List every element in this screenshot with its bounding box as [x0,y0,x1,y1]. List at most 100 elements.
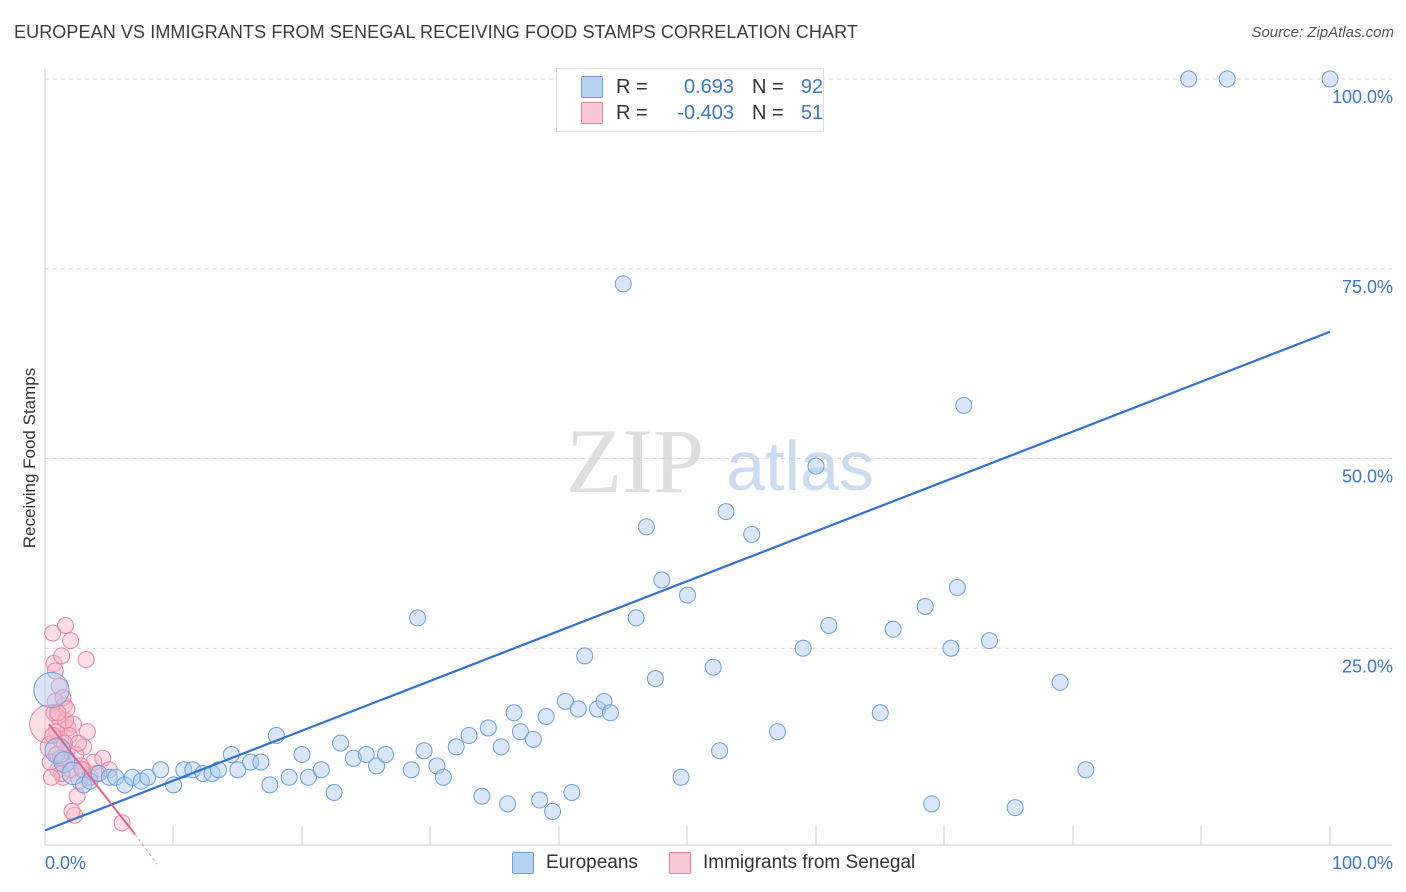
europeans-swatch-icon [581,76,603,98]
senegal-point [69,734,87,752]
senegal-r-label: R = [616,101,648,124]
y-tick-label: 100.0% [1332,87,1393,107]
senegal-point [113,814,131,832]
europeans-point [165,776,182,794]
europeans-n-label: N = [752,75,784,98]
europeans-point [229,761,247,779]
y-tick-label: 75.0% [1342,277,1393,297]
europeans-point [942,639,960,657]
europeans-point [556,692,574,710]
europeans-point [499,795,517,813]
europeans-point [531,791,549,809]
europeans-point [299,768,317,786]
europeans-point [312,761,330,779]
senegal-point [64,715,82,733]
europeans-point [434,768,452,786]
europeans-point [409,609,427,627]
senegal-point [49,704,67,722]
europeans-point [743,525,761,543]
europeans-point [357,746,375,764]
europeans-point [280,768,298,786]
europeans-point [61,761,85,786]
europeans-point [1321,70,1339,88]
senegal-trend-line [48,723,136,835]
europeans-point [601,704,619,722]
senegal-point [46,662,64,680]
europeans-point [325,783,343,801]
europeans-point [1051,673,1069,691]
europeans-point [711,742,729,760]
correlation-legend: R = 0.693 N = 92 R = -0.403 N = 51 [556,68,824,132]
europeans-point [1180,70,1198,88]
europeans-trend-line [44,330,1331,832]
senegal-point [58,700,76,718]
europeans-point [368,757,386,775]
legend-row-europeans: R = 0.693 N = 92 [581,75,832,99]
europeans-point [923,795,941,813]
x-tick-label-min: 0.0% [45,853,86,873]
senegal-point [44,624,62,642]
europeans-point [377,746,395,764]
senegal-legend-icon [669,852,691,874]
senegal-point [77,651,95,669]
chart-title: EUROPEAN VS IMMIGRANTS FROM SENEGAL RECE… [14,22,858,42]
europeans-point [576,647,594,665]
europeans-point [614,275,632,293]
europeans-point [1218,70,1236,88]
senegal-point [54,689,72,707]
europeans-point [637,518,655,536]
senegal-n-label: N = [752,101,784,124]
europeans-point [807,457,825,475]
europeans-point [717,503,735,521]
europeans-point [524,730,542,748]
europeans-point [332,734,350,752]
europeans-point [544,802,562,820]
series-legend: Europeans Immigrants from Senegal [0,852,1406,878]
europeans-point [33,671,70,709]
senegal-swatch-icon [581,102,603,124]
legend-item-europeans[interactable]: Europeans [512,852,638,874]
legend-label-europeans: Europeans [546,852,638,873]
y-axis-label: Receiving Food Stamps [20,367,39,549]
europeans-point [492,738,510,756]
watermark-atlas: atlas [726,427,874,505]
europeans-point [627,609,645,627]
senegal-point [62,632,80,650]
europeans-point [1006,799,1024,817]
europeans-point [768,723,786,741]
europeans-point [402,761,420,779]
europeans-point [505,704,523,722]
europeans-r-label: R = [616,75,648,98]
y-tick-label: 25.0% [1342,656,1393,676]
watermark-zip: ZIP [566,410,704,512]
europeans-n-value: 92 [800,75,824,98]
europeans-point [415,742,433,760]
europeans-point [511,723,529,741]
legend-item-senegal[interactable]: Immigrants from Senegal [669,852,915,874]
europeans-point [473,787,491,805]
europeans-point [646,670,664,688]
europeans-point [90,764,108,782]
europeans-point [460,727,478,745]
europeans-point [653,571,671,589]
europeans-point [1077,761,1095,779]
europeans-point [672,768,690,786]
senegal-n-value: 51 [800,101,824,124]
europeans-point [252,753,270,771]
europeans-point [569,700,587,718]
senegal-trend-extension [134,833,158,865]
europeans-legend-icon [512,852,534,874]
europeans-point [139,768,157,786]
europeans-point [820,616,838,634]
senegal-point [57,616,75,634]
europeans-point [980,632,998,650]
europeans-r-value: 0.693 [683,75,734,98]
senegal-point [78,723,96,741]
senegal-point [53,647,71,665]
legend-row-senegal: R = -0.403 N = 51 [581,101,832,125]
senegal-r-value: -0.403 [677,101,734,124]
europeans-point [100,768,118,786]
x-tick-label-max: 100.0% [1332,853,1393,873]
europeans-point [242,753,260,771]
